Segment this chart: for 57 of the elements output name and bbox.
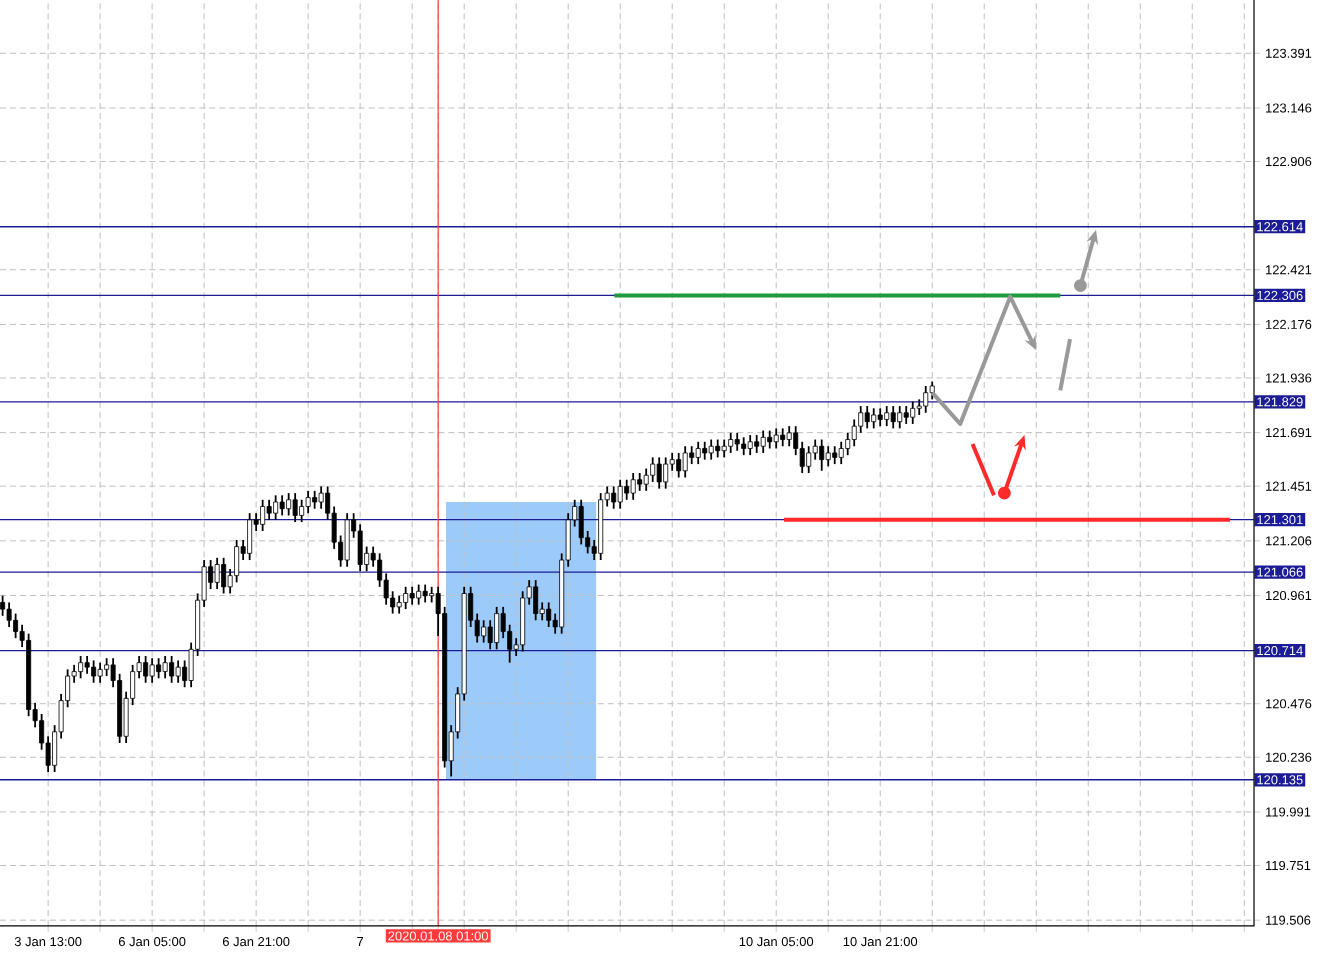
- candlestick: [299, 498, 305, 523]
- candlestick: [247, 512, 253, 561]
- candlestick: [656, 456, 662, 490]
- candlestick: [162, 655, 168, 680]
- candlestick: [221, 556, 227, 595]
- candlestick: [611, 485, 617, 510]
- candlestick: [871, 407, 877, 430]
- candlestick: [91, 659, 97, 684]
- candlestick: [825, 445, 831, 468]
- candlestick: [819, 438, 825, 472]
- candlestick: [728, 431, 734, 454]
- candlestick: [494, 605, 500, 651]
- candlestick: [487, 619, 493, 651]
- candlestick: [897, 405, 903, 430]
- candlestick: [546, 601, 552, 628]
- candlestick: [292, 492, 298, 523]
- candlestick: [630, 472, 636, 501]
- candlestick: [838, 440, 844, 465]
- candlestick: [214, 556, 220, 590]
- candlestick: [344, 512, 350, 568]
- candlestick: [260, 498, 266, 532]
- candlestick: [806, 445, 812, 474]
- candlestick: [864, 405, 870, 430]
- candlestick: [286, 492, 292, 517]
- candlestick: [279, 494, 285, 517]
- candlestick: [760, 429, 766, 454]
- candlestick: [884, 405, 890, 428]
- candlestick: [169, 655, 175, 684]
- candlestick: [266, 498, 272, 521]
- candlestick: [403, 585, 409, 611]
- candlestick: [78, 655, 84, 680]
- candlestick: [890, 405, 896, 430]
- candlestick: [578, 498, 584, 546]
- candlestick: [624, 478, 630, 501]
- candlestick: [682, 445, 688, 479]
- candlestick: [305, 489, 311, 515]
- candlestick: [533, 579, 539, 622]
- candlestick: [923, 385, 929, 414]
- candlestick: [156, 657, 162, 680]
- candlestick: [695, 440, 701, 465]
- candlestick: [416, 583, 422, 606]
- candlestick: [481, 619, 487, 644]
- candlestick: [149, 657, 155, 684]
- candlestick: [708, 438, 714, 461]
- candlestick: [650, 456, 656, 483]
- candlestick: [318, 485, 324, 510]
- candlestick: [663, 456, 669, 490]
- candlestick: [97, 661, 103, 684]
- candlestick: [143, 655, 149, 684]
- candlestick: [910, 400, 916, 425]
- candlestick: [773, 427, 779, 450]
- candlestick: [273, 494, 279, 521]
- candlestick: [676, 452, 682, 479]
- candlestick: [175, 659, 181, 684]
- candlestick: [786, 425, 792, 448]
- candlestick: [747, 434, 753, 457]
- candlestick: [617, 478, 623, 510]
